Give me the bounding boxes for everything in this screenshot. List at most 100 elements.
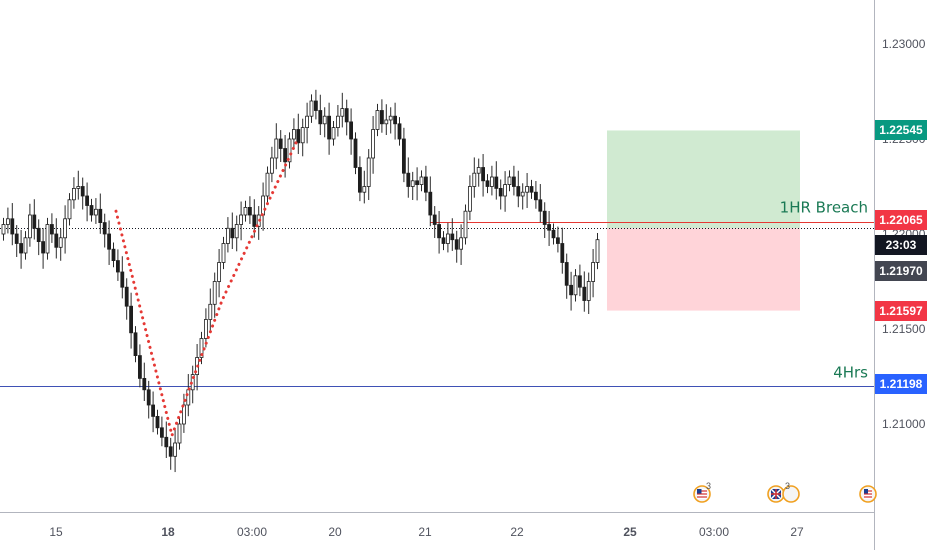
candle (296, 129, 301, 144)
candle (547, 224, 551, 231)
candle (401, 138, 406, 174)
candle (19, 243, 24, 254)
candle (476, 167, 481, 174)
candle (388, 115, 393, 121)
candle (252, 214, 257, 227)
time-axis[interactable]: 15 18 03:00 20 21 22 25 03:00 27 (49, 525, 804, 539)
candle (327, 115, 332, 140)
dotted-trend-path (114, 141, 298, 441)
candle (371, 129, 376, 159)
candle (45, 224, 50, 254)
candle (432, 214, 437, 225)
candle (397, 123, 402, 140)
candle (278, 138, 283, 149)
event-marker-us-flag-icon[interactable]: 3 (693, 481, 711, 503)
event-count: 3 (706, 481, 711, 491)
candle (146, 389, 151, 406)
zigzag-line[interactable] (114, 141, 298, 441)
candle (353, 138, 358, 168)
candle (274, 138, 279, 159)
x-tick-label: 20 (328, 525, 342, 539)
candle (291, 129, 296, 140)
candle (489, 176, 494, 187)
candle (111, 248, 116, 261)
candle (151, 404, 156, 417)
x-tick-label: 27 (790, 525, 804, 539)
candle (14, 233, 19, 244)
candle (269, 157, 274, 174)
candle (32, 214, 37, 229)
candle (1, 224, 6, 235)
candle (54, 233, 59, 248)
candle (309, 100, 314, 117)
candle (419, 176, 424, 185)
candle (124, 286, 129, 307)
y-tick-label: 1.21000 (882, 417, 926, 431)
candle (27, 214, 32, 239)
candle (102, 222, 107, 235)
candle (181, 404, 186, 425)
y-tick-label: 1.21500 (882, 322, 926, 336)
candle (428, 191, 433, 216)
candle (243, 206, 248, 216)
candle (586, 281, 591, 301)
price-badge-last-price: 1.21970 (875, 261, 927, 281)
candle (507, 176, 512, 185)
candle (463, 210, 468, 239)
x-tick-label: 21 (418, 525, 432, 539)
candle (551, 229, 556, 239)
candle (595, 239, 600, 263)
candle (120, 271, 125, 288)
candle (384, 119, 389, 125)
x-tick-label: 15 (49, 525, 63, 539)
profit-zone[interactable] (607, 130, 800, 229)
candle (538, 199, 543, 212)
candle (85, 195, 89, 206)
candle (234, 224, 239, 239)
candle (357, 167, 362, 193)
candle (573, 275, 578, 296)
x-tick-label: 03:00 (237, 525, 267, 539)
candle (208, 303, 213, 320)
candle (481, 167, 486, 182)
candle (529, 186, 534, 193)
svg-text:1.21198: 1.21198 (880, 377, 923, 391)
candle (89, 205, 94, 216)
event-count: 3 (785, 481, 790, 491)
candle (58, 237, 63, 248)
candle (133, 332, 138, 356)
candle (335, 115, 340, 128)
candle (393, 115, 398, 125)
candle (116, 260, 120, 273)
price-badge-stop: 1.21597 (875, 301, 927, 321)
candle (225, 227, 230, 244)
candle (177, 423, 182, 444)
candle (98, 208, 103, 224)
candle (564, 262, 569, 286)
candle (155, 415, 160, 429)
candle (186, 389, 191, 406)
candle (318, 110, 323, 125)
candle (512, 176, 516, 187)
event-marker-us-flag-icon[interactable] (859, 485, 877, 503)
event-marker-gb-flag-icon[interactable]: 3 (767, 481, 800, 503)
loss-zone[interactable] (607, 228, 800, 311)
svg-text:1.21597: 1.21597 (879, 304, 923, 318)
y-tick-label: 1.23000 (882, 37, 926, 51)
candle (454, 239, 459, 250)
candle (265, 172, 270, 197)
candle (168, 446, 173, 457)
candle (142, 377, 147, 391)
candle (107, 233, 111, 250)
candle (582, 286, 587, 301)
svg-text:1.22545: 1.22545 (879, 123, 923, 137)
candle (560, 243, 565, 263)
candle (472, 172, 477, 187)
candles (1, 89, 600, 473)
candle (94, 208, 98, 216)
candle (578, 275, 582, 288)
candle (212, 281, 217, 305)
price-badge-target: 1.22545 (875, 120, 927, 140)
svg-text:1.21970: 1.21970 (879, 264, 923, 278)
